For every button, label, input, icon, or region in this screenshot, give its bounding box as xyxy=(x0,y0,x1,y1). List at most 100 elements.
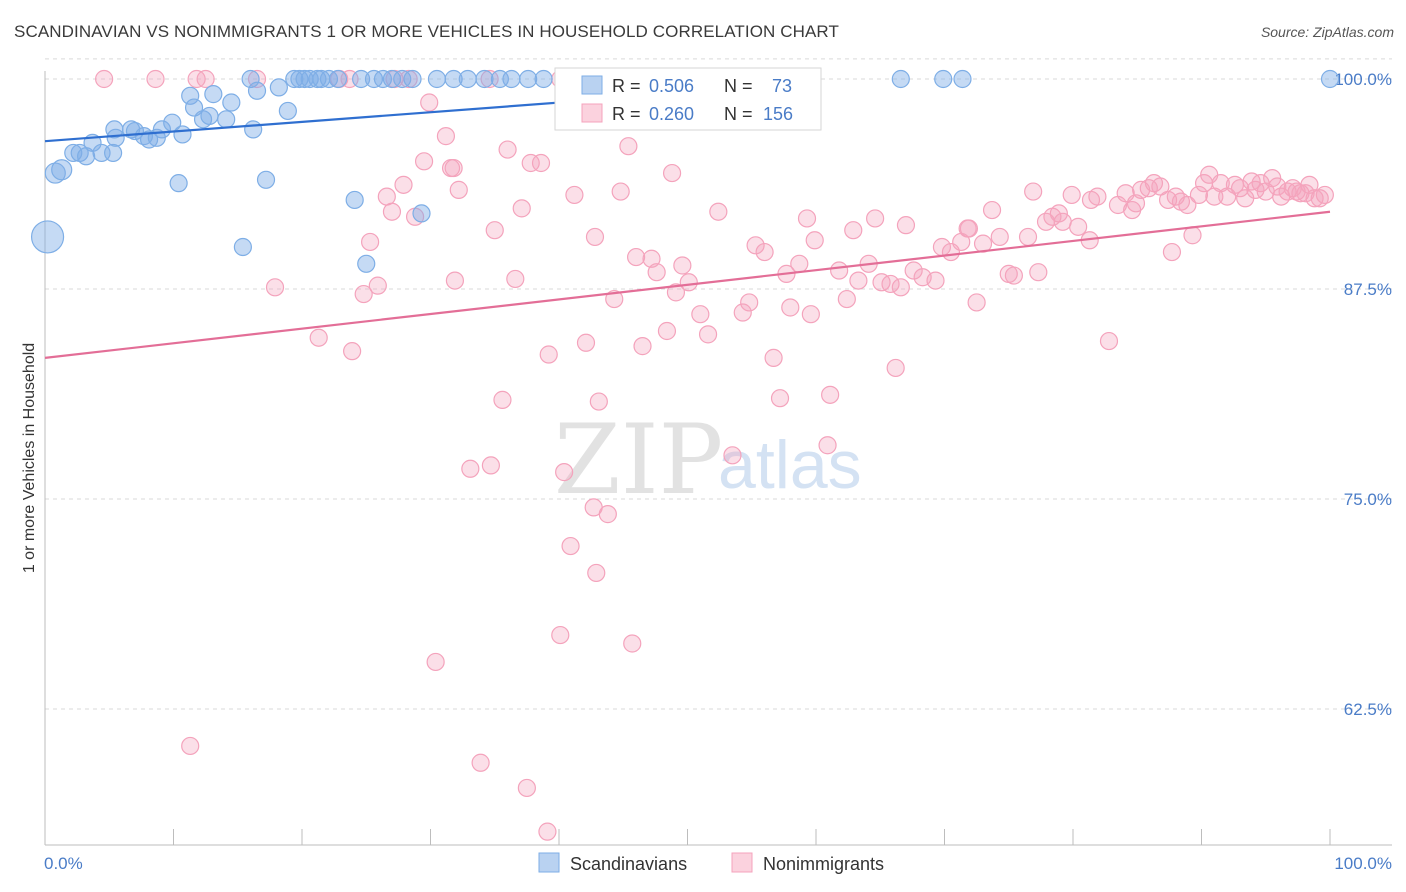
point-nonimmigrant xyxy=(926,271,945,290)
point-nonimmigrant xyxy=(642,249,661,268)
legend-swatch-nonimmigrants xyxy=(731,852,753,873)
point-nonimmigrant xyxy=(837,289,856,309)
point-nonimmigrant xyxy=(1053,212,1072,231)
stats-n-label-scandinavians: N = xyxy=(724,76,753,96)
point-nonimmigrant xyxy=(498,140,517,159)
point-nonimmigrant xyxy=(196,69,215,89)
point-nonimmigrant xyxy=(1268,177,1287,196)
point-nonimmigrant xyxy=(485,221,504,240)
point-scandinavian xyxy=(200,106,219,126)
bottom-legend: Scandinavians Nonimmigrants xyxy=(538,852,884,874)
point-nonimmigrant xyxy=(849,271,868,290)
point-nonimmigrant xyxy=(691,305,710,324)
point-scandinavian xyxy=(345,190,364,210)
point-scandinavian xyxy=(458,69,477,89)
legend-swatch-scandinavians xyxy=(538,852,560,873)
point-scandinavian xyxy=(403,69,422,89)
series-nonimmigrants xyxy=(95,69,1334,841)
point-nonimmigrant xyxy=(805,231,824,250)
point-nonimmigrant xyxy=(420,93,439,112)
point-nonimmigrant xyxy=(1183,226,1202,245)
point-nonimmigrant xyxy=(1139,179,1158,198)
point-nonimmigrant xyxy=(561,536,580,556)
stats-n-label-nonimmigrants: N = xyxy=(724,104,753,124)
point-nonimmigrant xyxy=(633,337,652,356)
point-scandinavian xyxy=(427,69,447,89)
point-nonimmigrant xyxy=(555,463,574,482)
point-scandinavian xyxy=(891,69,910,89)
point-scandinavian xyxy=(475,69,494,89)
point-nonimmigrant xyxy=(1310,189,1329,208)
point-scandinavian xyxy=(241,69,260,89)
point-nonimmigrant xyxy=(493,390,512,409)
gridlines xyxy=(45,58,1392,710)
stats-legend: R = 0.506 N = 73 R = 0.260 N = 156 xyxy=(554,67,822,131)
point-nonimmigrant xyxy=(1018,227,1038,247)
watermark-atlas: atlas xyxy=(718,427,862,503)
point-nonimmigrant xyxy=(611,182,630,201)
stats-r-label-nonimmigrants: R = xyxy=(612,104,641,124)
point-nonimmigrant xyxy=(309,328,328,347)
point-nonimmigrant xyxy=(426,652,445,672)
trend-line-nonimmigrants xyxy=(44,210,1331,359)
point-nonimmigrant xyxy=(361,232,380,252)
point-nonimmigrant xyxy=(781,298,800,317)
point-nonimmigrant xyxy=(414,152,434,171)
point-nonimmigrant xyxy=(377,187,396,206)
watermark: ZIP atlas xyxy=(554,404,862,516)
point-nonimmigrant xyxy=(1151,177,1170,196)
point-nonimmigrant xyxy=(647,263,666,282)
point-nonimmigrant xyxy=(181,736,200,756)
point-nonimmigrant xyxy=(517,778,536,798)
point-scandinavian xyxy=(169,174,188,193)
point-nonimmigrant xyxy=(444,158,463,178)
point-nonimmigrant xyxy=(1029,263,1048,282)
point-nonimmigrant xyxy=(95,69,114,89)
point-nonimmigrant xyxy=(1126,194,1146,213)
point-nonimmigrant xyxy=(959,219,979,238)
point-nonimmigrant xyxy=(886,358,905,378)
source-label: Source: ZipAtlas.com xyxy=(1260,24,1394,40)
point-nonimmigrant xyxy=(698,325,718,344)
point-scandinavian xyxy=(278,101,297,121)
point-nonimmigrant xyxy=(598,505,617,524)
point-nonimmigrant xyxy=(866,209,885,228)
point-nonimmigrant xyxy=(1315,185,1334,205)
point-nonimmigrant xyxy=(797,209,817,228)
point-nonimmigrant xyxy=(623,634,642,653)
stats-r-value-nonimmigrants: 0.260 xyxy=(649,104,694,124)
y-tick-label: 62.5% xyxy=(1344,700,1392,719)
point-scandinavian xyxy=(269,78,288,97)
point-nonimmigrant xyxy=(1189,185,1209,205)
point-nonimmigrant xyxy=(1300,175,1319,194)
point-nonimmigrant xyxy=(1088,187,1107,206)
point-nonimmigrant xyxy=(896,216,916,235)
chart-title: SCANDINAVIAN VS NONIMMIGRANTS 1 OR MORE … xyxy=(14,22,839,41)
point-nonimmigrant xyxy=(461,459,480,478)
point-nonimmigrant xyxy=(881,274,900,294)
point-nonimmigrant xyxy=(436,127,456,146)
point-scandinavian xyxy=(244,120,263,139)
point-nonimmigrant xyxy=(666,283,686,302)
point-nonimmigrant xyxy=(821,385,840,404)
x-tick-label-min: 0.0% xyxy=(44,854,83,873)
point-nonimmigrant xyxy=(619,137,638,156)
point-nonimmigrant xyxy=(146,69,165,89)
point-scandinavian xyxy=(290,69,309,89)
point-scandinavian xyxy=(519,69,538,89)
point-nonimmigrant xyxy=(449,180,468,199)
point-nonimmigrant xyxy=(770,389,790,408)
point-nonimmigrant xyxy=(576,333,596,352)
point-scandinavian xyxy=(357,254,376,273)
stats-n-value-scandinavians: 73 xyxy=(772,76,792,96)
point-nonimmigrant xyxy=(1099,331,1119,351)
point-nonimmigrant xyxy=(673,256,692,275)
point-nonimmigrant xyxy=(1004,266,1023,285)
point-nonimmigrant xyxy=(1242,172,1261,191)
y-tick-label: 75.0% xyxy=(1344,490,1392,509)
point-nonimmigrant xyxy=(790,254,809,273)
point-nonimmigrant xyxy=(818,436,837,455)
point-nonimmigrant xyxy=(830,261,849,280)
point-nonimmigrant xyxy=(1305,189,1324,208)
